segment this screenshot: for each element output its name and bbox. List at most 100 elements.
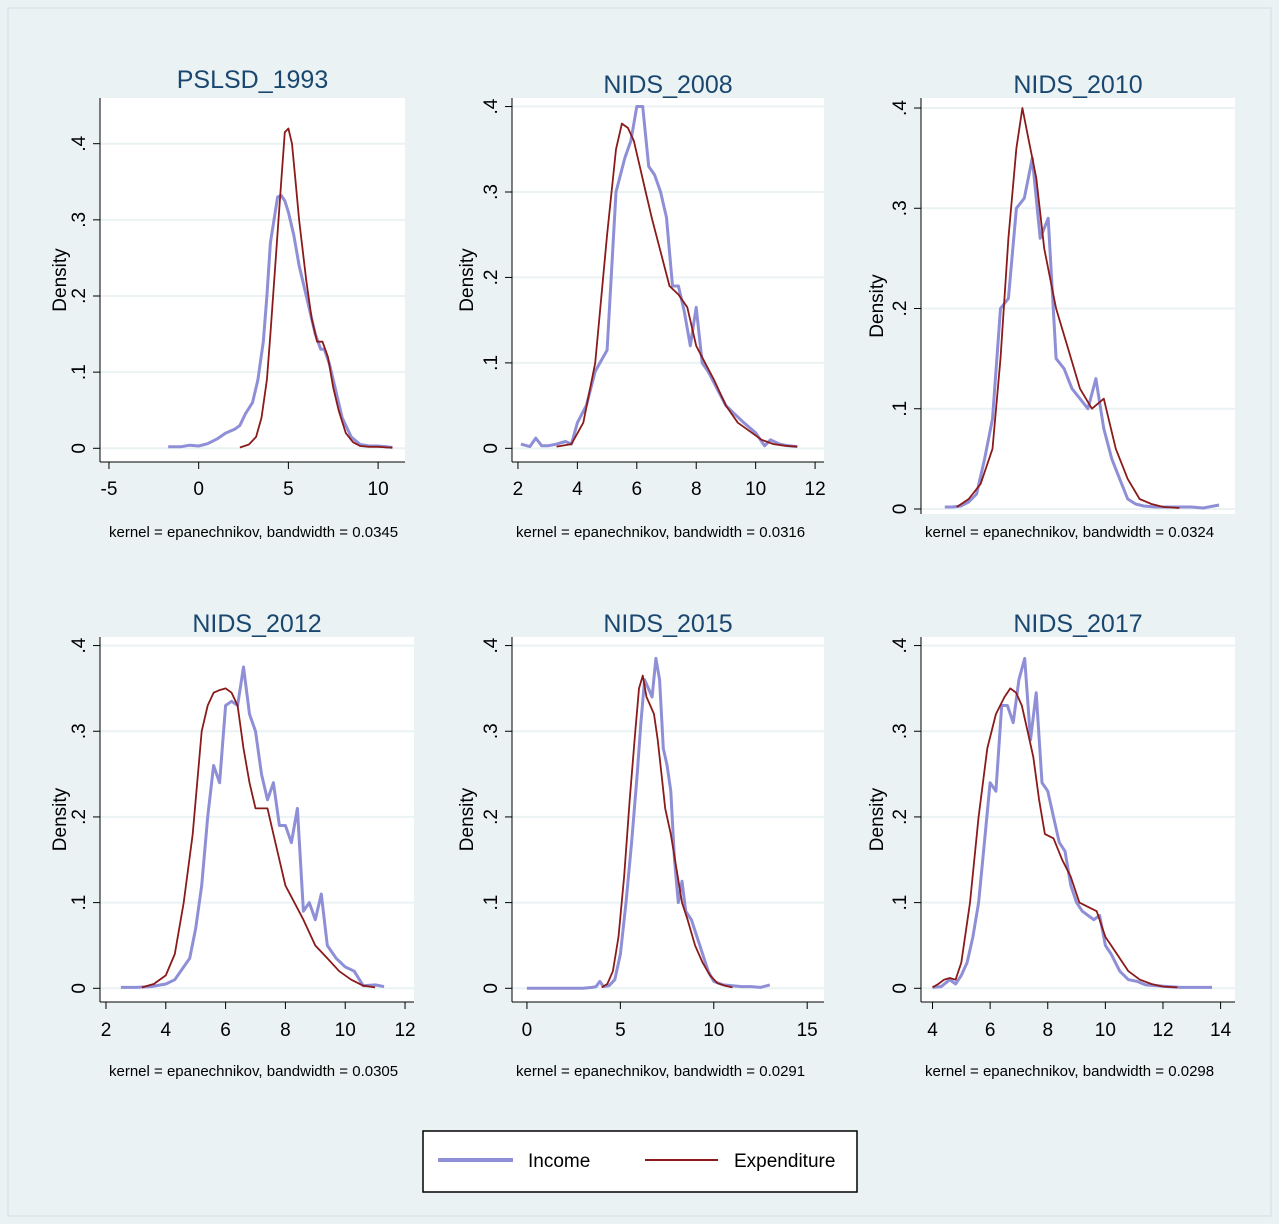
x-tick-label: 8 bbox=[1042, 1020, 1053, 1041]
y-tick-label: .2 bbox=[481, 270, 502, 286]
panel-title: NIDS_2017 bbox=[1013, 610, 1142, 638]
x-tick-label: 10 bbox=[745, 479, 766, 500]
series-line-income bbox=[932, 656, 1212, 989]
y-tick-label: 0 bbox=[481, 983, 502, 994]
series-line-expenditure bbox=[239, 127, 393, 449]
legend: Income Expenditure bbox=[422, 1130, 858, 1193]
x-tick-label: 10 bbox=[703, 1020, 724, 1041]
y-tick-label: .3 bbox=[481, 184, 502, 200]
x-tick-label: 12 bbox=[394, 1020, 415, 1041]
plot-area bbox=[100, 637, 414, 1002]
panel-note: kernel = epanechnikov, bandwidth = 0.030… bbox=[109, 1063, 398, 1080]
series-line-income bbox=[944, 156, 1220, 510]
series-line-income bbox=[526, 656, 771, 990]
y-tick-label: .1 bbox=[481, 355, 502, 371]
x-tick-label: 2 bbox=[513, 479, 524, 500]
panel-5: NIDS_2015 kernel = epanechnikov, bandwid… bbox=[457, 610, 824, 1080]
y-tick-label: .1 bbox=[890, 895, 911, 911]
x-tick-label: 6 bbox=[985, 1020, 996, 1041]
y-tick-label: .4 bbox=[481, 98, 502, 114]
y-tick-label: 0 bbox=[69, 983, 90, 994]
y-tick-label: .2 bbox=[890, 809, 911, 825]
y-tick-label: .1 bbox=[69, 364, 90, 380]
y-tick-label: .4 bbox=[69, 135, 90, 151]
y-tick-label: .4 bbox=[890, 100, 911, 116]
panel-title: NIDS_2010 bbox=[1013, 71, 1142, 99]
x-tick-label: 8 bbox=[691, 479, 702, 500]
x-tick-label: 15 bbox=[797, 1020, 818, 1041]
plot-area bbox=[921, 98, 1235, 514]
x-tick-label: 10 bbox=[368, 479, 389, 500]
series-line-expenditure bbox=[556, 122, 798, 448]
y-tick-label: 0 bbox=[69, 443, 90, 454]
legend-label-income: Income bbox=[528, 1151, 590, 1172]
panel-title: NIDS_2015 bbox=[603, 610, 732, 638]
panel-note: kernel = epanechnikov, bandwidth = 0.032… bbox=[925, 524, 1214, 541]
y-tick-label: .2 bbox=[69, 288, 90, 304]
panel-2: NIDS_2008 kernel = epanechnikov, bandwid… bbox=[457, 71, 826, 541]
y-tick-label: .1 bbox=[890, 401, 911, 417]
y-axis-label: Density bbox=[50, 787, 71, 851]
x-tick-label: -5 bbox=[101, 479, 118, 500]
y-tick-label: .4 bbox=[481, 637, 502, 653]
panel-1: PSLSD_1993 kernel = epanechnikov, bandwi… bbox=[50, 66, 405, 541]
x-tick-label: 2 bbox=[101, 1020, 112, 1041]
plot-area bbox=[921, 637, 1235, 1002]
x-tick-label: 4 bbox=[572, 479, 583, 500]
x-tick-label: 10 bbox=[1095, 1020, 1116, 1041]
series-line-income bbox=[120, 665, 385, 989]
series-line-expenditure bbox=[956, 107, 1180, 509]
x-tick-label: 5 bbox=[615, 1020, 626, 1041]
panel-note: kernel = epanechnikov, bandwidth = 0.029… bbox=[925, 1063, 1214, 1080]
panel-note: kernel = epanechnikov, bandwidth = 0.029… bbox=[516, 1063, 805, 1080]
x-tick-label: 14 bbox=[1210, 1020, 1232, 1041]
y-tick-label: .3 bbox=[890, 723, 911, 739]
y-axis-label: Density bbox=[867, 787, 888, 851]
panel-title: NIDS_2008 bbox=[603, 71, 732, 99]
panel-title: PSLSD_1993 bbox=[177, 66, 329, 94]
series-line-income bbox=[520, 105, 798, 449]
y-tick-label: .1 bbox=[481, 895, 502, 911]
x-tick-label: 6 bbox=[220, 1020, 231, 1041]
y-axis-label: Density bbox=[457, 248, 478, 312]
panel-note: kernel = epanechnikov, bandwidth = 0.031… bbox=[516, 524, 805, 541]
y-tick-label: .2 bbox=[481, 809, 502, 825]
y-tick-label: .3 bbox=[69, 723, 90, 739]
series-line-expenditure bbox=[141, 687, 376, 989]
plot-area bbox=[100, 98, 405, 462]
x-tick-label: 0 bbox=[193, 479, 204, 500]
y-tick-label: 0 bbox=[890, 504, 911, 515]
x-tick-label: 4 bbox=[161, 1020, 172, 1041]
y-tick-label: .4 bbox=[69, 637, 90, 653]
y-tick-label: .4 bbox=[890, 637, 911, 653]
y-tick-label: .2 bbox=[890, 301, 911, 317]
series-line-expenditure bbox=[601, 674, 733, 989]
y-tick-label: 0 bbox=[890, 983, 911, 994]
y-axis-label: Density bbox=[50, 248, 71, 312]
x-tick-label: 12 bbox=[805, 479, 826, 500]
x-tick-label: 6 bbox=[632, 479, 643, 500]
y-tick-label: .3 bbox=[481, 723, 502, 739]
series-line-income bbox=[168, 194, 393, 449]
y-tick-label: .3 bbox=[69, 212, 90, 228]
panel-note: kernel = epanechnikov, bandwidth = 0.034… bbox=[109, 524, 398, 541]
x-tick-label: 8 bbox=[280, 1020, 291, 1041]
y-tick-label: 0 bbox=[481, 443, 502, 454]
series-line-expenditure bbox=[932, 687, 1178, 989]
panel-title: NIDS_2012 bbox=[192, 610, 321, 638]
x-tick-label: 12 bbox=[1152, 1020, 1173, 1041]
y-tick-label: .2 bbox=[69, 809, 90, 825]
x-tick-label: 0 bbox=[522, 1020, 533, 1041]
x-tick-label: 10 bbox=[335, 1020, 356, 1041]
panel-6: NIDS_2017 kernel = epanechnikov, bandwid… bbox=[867, 610, 1235, 1080]
y-tick-label: .3 bbox=[890, 200, 911, 216]
y-axis-label: Density bbox=[457, 787, 478, 851]
x-tick-label: 5 bbox=[283, 479, 294, 500]
panel-4: NIDS_2012 kernel = epanechnikov, bandwid… bbox=[50, 610, 416, 1080]
legend-label-expenditure: Expenditure bbox=[734, 1151, 835, 1172]
panel-3: NIDS_2010 kernel = epanechnikov, bandwid… bbox=[867, 71, 1235, 541]
y-tick-label: .1 bbox=[69, 895, 90, 911]
x-tick-label: 4 bbox=[927, 1020, 938, 1041]
y-axis-label: Density bbox=[867, 274, 888, 338]
